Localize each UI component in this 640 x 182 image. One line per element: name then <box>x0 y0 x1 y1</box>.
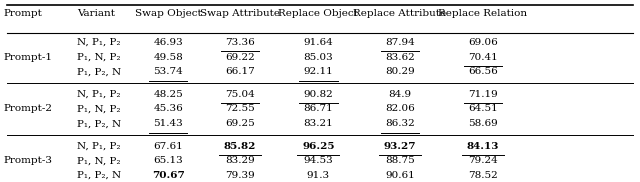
Text: 66.56: 66.56 <box>468 67 498 76</box>
Text: N, P₁, P₂: N, P₁, P₂ <box>77 142 120 151</box>
Text: 71.19: 71.19 <box>468 90 498 99</box>
Text: 84.13: 84.13 <box>467 142 499 151</box>
Text: 86.32: 86.32 <box>385 119 415 128</box>
Text: Prompt-1: Prompt-1 <box>3 53 52 62</box>
Text: 86.71: 86.71 <box>303 104 333 114</box>
Text: 46.93: 46.93 <box>154 38 183 47</box>
Text: 49.58: 49.58 <box>154 53 183 62</box>
Text: 66.17: 66.17 <box>225 67 255 76</box>
Text: 48.25: 48.25 <box>154 90 183 99</box>
Text: 58.69: 58.69 <box>468 119 498 128</box>
Text: N, P₁, P₂: N, P₁, P₂ <box>77 90 120 99</box>
Text: 91.64: 91.64 <box>303 38 333 47</box>
Text: 96.25: 96.25 <box>302 142 335 151</box>
Text: Prompt: Prompt <box>3 9 42 18</box>
Text: Replace Relation: Replace Relation <box>438 9 527 18</box>
Text: 70.67: 70.67 <box>152 171 185 180</box>
Text: 88.75: 88.75 <box>385 156 415 165</box>
Text: P₁, N, P₂: P₁, N, P₂ <box>77 104 120 114</box>
Text: 93.27: 93.27 <box>383 142 416 151</box>
Text: 84.9: 84.9 <box>388 90 412 99</box>
Text: 64.51: 64.51 <box>468 104 498 114</box>
Text: P₁, P₂, N: P₁, P₂, N <box>77 171 121 180</box>
Text: 90.61: 90.61 <box>385 171 415 180</box>
Text: 69.25: 69.25 <box>225 119 255 128</box>
Text: 45.36: 45.36 <box>154 104 183 114</box>
Text: Prompt-2: Prompt-2 <box>3 104 52 114</box>
Text: 91.3: 91.3 <box>307 171 330 180</box>
Text: Swap Object: Swap Object <box>135 9 202 18</box>
Text: 51.43: 51.43 <box>154 119 183 128</box>
Text: 53.74: 53.74 <box>154 67 183 76</box>
Text: Prompt-3: Prompt-3 <box>3 156 52 165</box>
Text: 67.61: 67.61 <box>154 142 183 151</box>
Text: P₁, P₂, N: P₁, P₂, N <box>77 67 121 76</box>
Text: 82.06: 82.06 <box>385 104 415 114</box>
Text: 73.36: 73.36 <box>225 38 255 47</box>
Text: 85.82: 85.82 <box>224 142 257 151</box>
Text: 80.29: 80.29 <box>385 67 415 76</box>
Text: 83.21: 83.21 <box>303 119 333 128</box>
Text: P₁, N, P₂: P₁, N, P₂ <box>77 53 120 62</box>
Text: 65.13: 65.13 <box>154 156 183 165</box>
Text: 90.82: 90.82 <box>303 90 333 99</box>
Text: P₁, P₂, N: P₁, P₂, N <box>77 119 121 128</box>
Text: 79.24: 79.24 <box>468 156 498 165</box>
Text: Replace Attribute: Replace Attribute <box>353 9 446 18</box>
Text: 83.29: 83.29 <box>225 156 255 165</box>
Text: Variant: Variant <box>77 9 115 18</box>
Text: Swap Attribute: Swap Attribute <box>200 9 280 18</box>
Text: 85.03: 85.03 <box>303 53 333 62</box>
Text: 69.06: 69.06 <box>468 38 498 47</box>
Text: 75.04: 75.04 <box>225 90 255 99</box>
Text: 79.39: 79.39 <box>225 171 255 180</box>
Text: 72.55: 72.55 <box>225 104 255 114</box>
Text: 87.94: 87.94 <box>385 38 415 47</box>
Text: 92.11: 92.11 <box>303 67 333 76</box>
Text: 70.41: 70.41 <box>468 53 498 62</box>
Text: 78.52: 78.52 <box>468 171 498 180</box>
Text: Replace Object: Replace Object <box>278 9 358 18</box>
Text: N, P₁, P₂: N, P₁, P₂ <box>77 38 120 47</box>
Text: P₁, N, P₂: P₁, N, P₂ <box>77 156 120 165</box>
Text: 83.62: 83.62 <box>385 53 415 62</box>
Text: 94.53: 94.53 <box>303 156 333 165</box>
Text: 69.22: 69.22 <box>225 53 255 62</box>
